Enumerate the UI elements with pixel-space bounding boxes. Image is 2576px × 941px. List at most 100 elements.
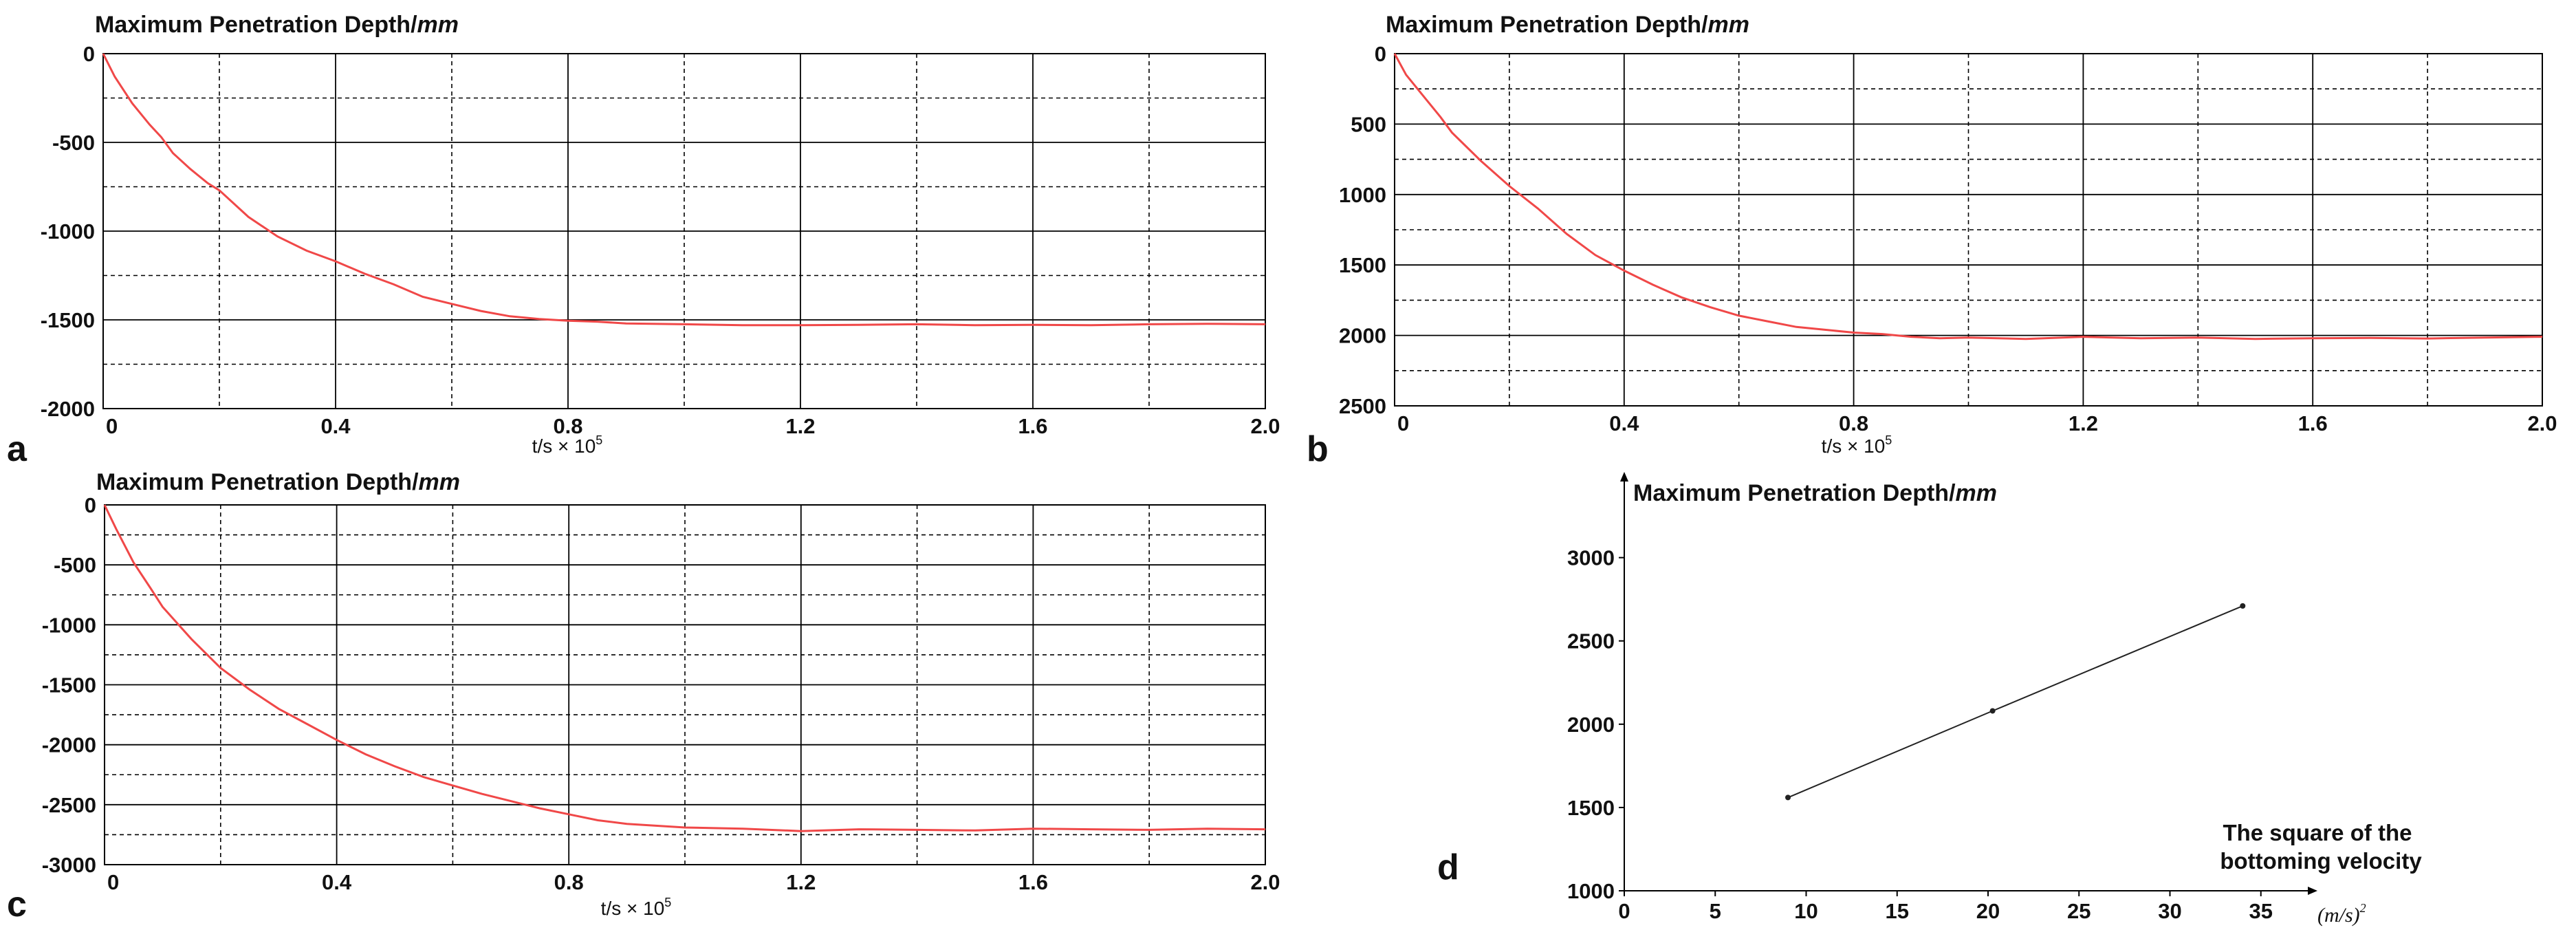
y-tick-label-a: -1500 — [41, 308, 95, 332]
y-tick-label-d: 2500 — [1567, 629, 1615, 653]
x-axis-label-text-c: t/s × 10 — [601, 898, 665, 919]
y-tick-label-a: -2000 — [41, 397, 95, 421]
x-tick-label-a: 1.6 — [1018, 414, 1047, 438]
x-tick-label-b: 0.4 — [1609, 411, 1639, 435]
y-tick-label-c: -1500 — [42, 673, 96, 697]
y-tick-label-a: -1000 — [41, 219, 95, 244]
chart-title-d: Maximum Penetration Depth/mm — [1633, 480, 1997, 506]
x-tick-label-d: 30 — [2158, 899, 2181, 923]
panel-label-a: a — [7, 429, 28, 469]
y-tick-labels-c: 0 -500 -1000 -1500 -2000 -2500 -3000 — [42, 493, 96, 877]
x-tick-label-c: 0 — [107, 870, 119, 894]
y-tick-label-b: 0 — [1375, 42, 1386, 66]
x-tick-label-d: 20 — [1976, 899, 2000, 923]
x-tick-label-b: 0 — [1397, 411, 1409, 435]
x-tick-label-a: 0.4 — [320, 414, 351, 438]
chart-title-unit-c: mm — [419, 469, 460, 495]
y-tick-label-b: 2500 — [1339, 394, 1386, 418]
data-line-b — [1393, 53, 2543, 340]
y-tick-labels-a: 0 -500 -1000 -1500 -2000 — [41, 42, 95, 421]
x-axis-unit-exp-d: 2 — [2360, 901, 2366, 915]
x-tick-label-a: 0.8 — [553, 414, 582, 438]
x-tick-label-d: 25 — [2067, 899, 2091, 923]
chart-title-unit-d: mm — [1956, 480, 1997, 506]
chart-title-unit-b: mm — [1708, 12, 1749, 38]
y-tick-label-a: -500 — [52, 131, 95, 155]
x-axis-label-d-line2: bottoming velocity — [2220, 848, 2422, 874]
x-tick-label-c: 0.4 — [322, 870, 352, 894]
x-tick-label-d: 10 — [1794, 899, 1818, 923]
y-tick-labels-d: 1000 1500 2000 2500 3000 — [1567, 546, 1615, 903]
y-tick-labels-b: 0 500 1000 1500 2000 2500 — [1339, 42, 1386, 418]
x-tick-label-d: 5 — [1710, 899, 1721, 923]
chart-title-unit-a: mm — [417, 12, 459, 38]
y-axis-arrow-d — [1620, 472, 1628, 482]
x-tick-label-d: 0 — [1618, 899, 1630, 923]
x-tick-label-c: 1.2 — [786, 870, 816, 894]
x-tick-labels-b: 0 0.4 0.8 1.2 1.6 2.0 — [1397, 411, 2557, 435]
y-tick-label-d: 2000 — [1567, 713, 1615, 737]
x-axis-label-b: t/s × 105 — [1822, 433, 1892, 457]
y-tick-label-c: -2500 — [42, 793, 96, 817]
y-tick-label-b: 1500 — [1339, 253, 1386, 277]
x-tick-labels-d: 0 5 10 15 20 25 30 35 — [1618, 899, 2273, 923]
x-axis-unit-d: (m/s)2 — [2317, 901, 2366, 927]
x-tick-label-b: 1.6 — [2298, 411, 2328, 435]
y-tick-label-b: 2000 — [1339, 324, 1386, 348]
x-axis-label-text-b: t/s × 10 — [1822, 435, 1886, 457]
x-axis-label-exp-b: 5 — [1885, 433, 1892, 447]
x-tick-label-b: 0.8 — [1839, 411, 1868, 435]
x-tick-labels-c: 0 0.4 0.8 1.2 1.6 2.0 — [107, 870, 1280, 894]
chart-panel-d: Maximum Penetration Depth/mm 10001500200… — [1437, 472, 2422, 927]
data-line-c — [103, 504, 1266, 832]
y-tick-label-c: -1000 — [42, 613, 96, 637]
x-axis-unit-text-d: (m/s) — [2317, 904, 2360, 927]
y-tick-label-d: 3000 — [1567, 546, 1615, 570]
y-tick-label-c: -2000 — [42, 733, 96, 757]
chart-title-text-d: Maximum Penetration Depth/ — [1633, 480, 1956, 506]
chart-panel-b: Maximum Penetration Depth/mm 0 500 1000 150… — [1307, 12, 2557, 469]
chart-panel-a: Maximum Penetration Depth/mm 0 -500 -1000 -… — [7, 12, 1280, 469]
data-point-d — [1785, 794, 1791, 801]
data-points-d — [1785, 603, 2246, 801]
panel-label-c: c — [7, 885, 27, 924]
x-axis-label-c: t/s × 105 — [601, 896, 672, 919]
x-tick-label-b: 2.0 — [2527, 411, 2557, 435]
y-tick-label-d: 1000 — [1567, 879, 1615, 903]
data-point-d — [1989, 708, 1996, 714]
chart-title-text-a: Maximum Penetration Depth/ — [95, 12, 417, 38]
x-tick-label-c: 0.8 — [554, 870, 584, 894]
data-line-a — [102, 53, 1266, 327]
x-axis-label-exp-c: 5 — [664, 896, 671, 909]
x-axis-label-exp-a: 5 — [596, 433, 602, 447]
grid-c — [104, 504, 1266, 865]
y-tick-label-c: 0 — [85, 493, 96, 517]
x-axis-label-a: t/s × 105 — [532, 433, 603, 457]
chart-title-a: Maximum Penetration Depth/mm — [95, 12, 459, 38]
data-line-d — [1787, 605, 2243, 799]
data-point-d — [2240, 603, 2246, 609]
panel-label-d: d — [1437, 847, 1459, 887]
x-tick-label-b: 1.2 — [2069, 411, 2098, 435]
x-tick-label-a: 1.2 — [785, 414, 815, 438]
chart-title-text-c: Maximum Penetration Depth/ — [96, 469, 419, 495]
x-tick-label-c: 2.0 — [1250, 870, 1280, 894]
y-tick-label-b: 1000 — [1339, 183, 1386, 207]
axes-d — [1619, 472, 2317, 896]
chart-title-c: Maximum Penetration Depth/mm — [96, 469, 460, 495]
x-tick-label-c: 1.6 — [1018, 870, 1048, 894]
x-tick-label-a: 2.0 — [1250, 414, 1280, 438]
y-tick-label-c: -500 — [54, 553, 96, 577]
grid-b — [1394, 53, 2543, 407]
y-tick-label-d: 1500 — [1567, 796, 1615, 820]
x-tick-label-d: 15 — [1886, 899, 1909, 923]
chart-title-text-b: Maximum Penetration Depth/ — [1386, 12, 1708, 38]
x-tick-labels-a: 0 0.4 0.8 1.2 1.6 2.0 — [106, 414, 1280, 438]
chart-title-b: Maximum Penetration Depth/mm — [1386, 12, 1749, 38]
y-tick-label-c: -3000 — [42, 853, 96, 877]
chart-panel-c: Maximum Penetration Depth/mm 0 -500 -1000 -… — [7, 469, 1280, 924]
x-axis-label-text-a: t/s × 10 — [532, 435, 596, 457]
y-tick-label-a: 0 — [83, 42, 95, 66]
x-axis-arrow-d — [2308, 887, 2317, 895]
